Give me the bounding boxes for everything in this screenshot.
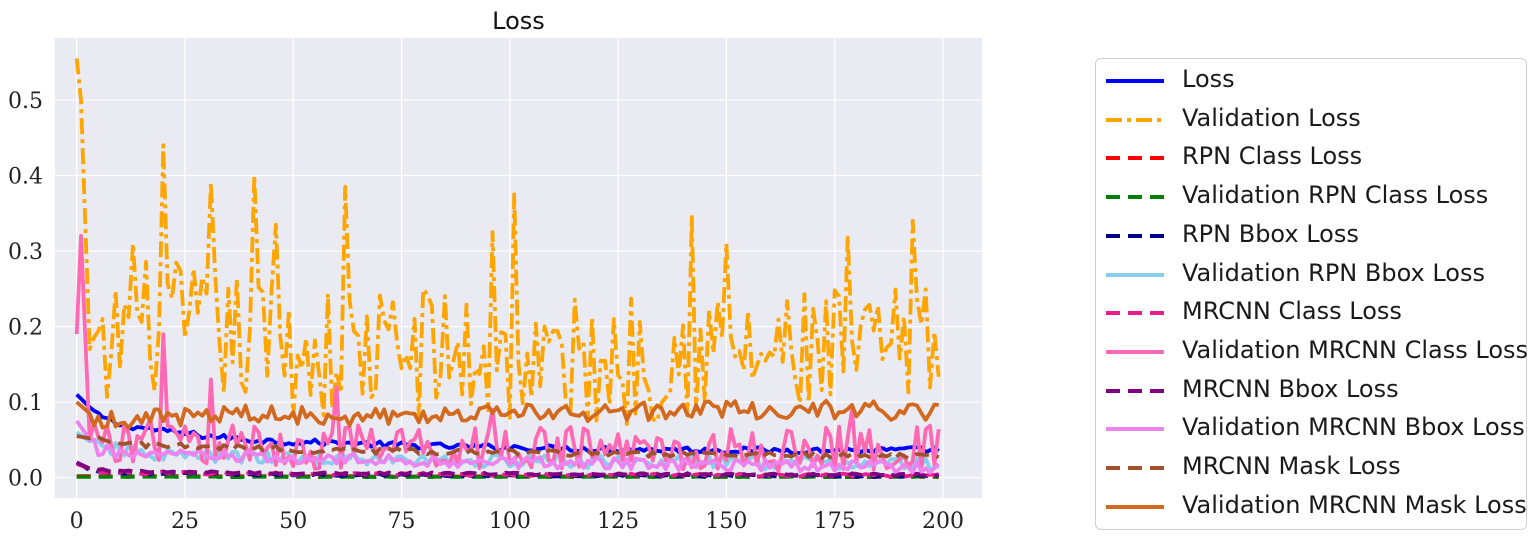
x-tick-label: 200 [922, 509, 964, 534]
legend-swatch [1106, 117, 1164, 122]
legend-item: MRCNN Class Loss [1096, 295, 1526, 333]
legend-item: Validation MRCNN Mask Loss [1096, 489, 1527, 527]
series-line-validation-loss [74, 58, 941, 427]
legend-item: Validation RPN Bbox Loss [1096, 257, 1526, 295]
legend-item: Validation RPN Class Loss [1096, 179, 1526, 217]
legend-label: Validation RPN Class Loss [1182, 181, 1489, 210]
x-tick-label: 25 [171, 509, 199, 534]
legend-swatch [1106, 388, 1164, 393]
legend-swatch [1106, 349, 1164, 354]
legend-swatch [1106, 195, 1164, 200]
legend-item: MRCNN Bbox Loss [1096, 373, 1526, 411]
legend-swatch [1106, 427, 1164, 432]
legend: Loss Validation Loss RPN Class Loss Validat… [1095, 58, 1529, 530]
legend-label: Validation MRCNN Bbox Loss [1182, 413, 1525, 442]
plot-area [55, 38, 982, 498]
series-line-validation-mrcnn-bbox-loss [75, 419, 941, 475]
x-tick-label: 100 [489, 509, 531, 534]
legend-item: Validation MRCNN Class Loss [1096, 334, 1529, 372]
legend-item: RPN Bbox Loss [1096, 218, 1526, 256]
legend-item: Validation Loss [1096, 102, 1526, 140]
x-tick-label: 0 [70, 509, 84, 534]
x-tick-label: 75 [388, 509, 416, 534]
legend-swatch [1106, 504, 1164, 509]
legend-label: MRCNN Bbox Loss [1182, 374, 1399, 403]
legend-swatch [1106, 272, 1164, 277]
legend-item: Validation MRCNN Bbox Loss [1096, 411, 1526, 449]
y-tick-label: 0.2 [8, 316, 43, 341]
legend-item: MRCNN Mask Loss [1096, 450, 1526, 488]
legend-label: MRCNN Mask Loss [1182, 452, 1401, 480]
legend-label: RPN Bbox Loss [1182, 219, 1359, 248]
x-tick-label: 175 [814, 509, 856, 534]
series-line-mrcnn-bbox-loss [75, 460, 939, 478]
legend-swatch [1106, 79, 1164, 83]
legend-item: RPN Class Loss [1096, 140, 1526, 178]
legend-label: Validation Loss [1182, 103, 1361, 132]
series-line-mrcnn-mask-loss [76, 434, 940, 461]
legend-swatch [1106, 233, 1164, 238]
legend-label: Validation RPN Bbox Loss [1182, 258, 1485, 287]
legend-label: Validation MRCNN Class Loss [1182, 335, 1529, 364]
legend-swatch [1106, 156, 1164, 161]
y-tick-label: 0.1 [8, 391, 43, 416]
chart-title: Loss [492, 7, 545, 35]
legend-label: MRCNN Class Loss [1182, 297, 1402, 326]
series-line-validation-mrcnn-mask-loss [75, 398, 939, 430]
y-tick-label: 0.5 [8, 89, 43, 114]
y-tick-label: 0.3 [8, 240, 43, 265]
legend-item: Loss [1096, 63, 1526, 101]
x-tick-label: 150 [705, 509, 747, 534]
x-tick-label: 50 [279, 509, 307, 534]
x-tick-label: 125 [597, 509, 639, 534]
legend-swatch [1106, 311, 1164, 316]
y-tick-label: 0.0 [8, 467, 43, 492]
legend-label: RPN Class Loss [1182, 142, 1363, 171]
legend-swatch [1106, 466, 1164, 470]
series-line-validation-mrcnn-class-loss [74, 233, 941, 474]
y-tick-label: 0.4 [8, 164, 43, 189]
legend-label: Validation MRCNN Mask Loss [1182, 490, 1527, 519]
legend-label: Loss [1182, 65, 1235, 93]
